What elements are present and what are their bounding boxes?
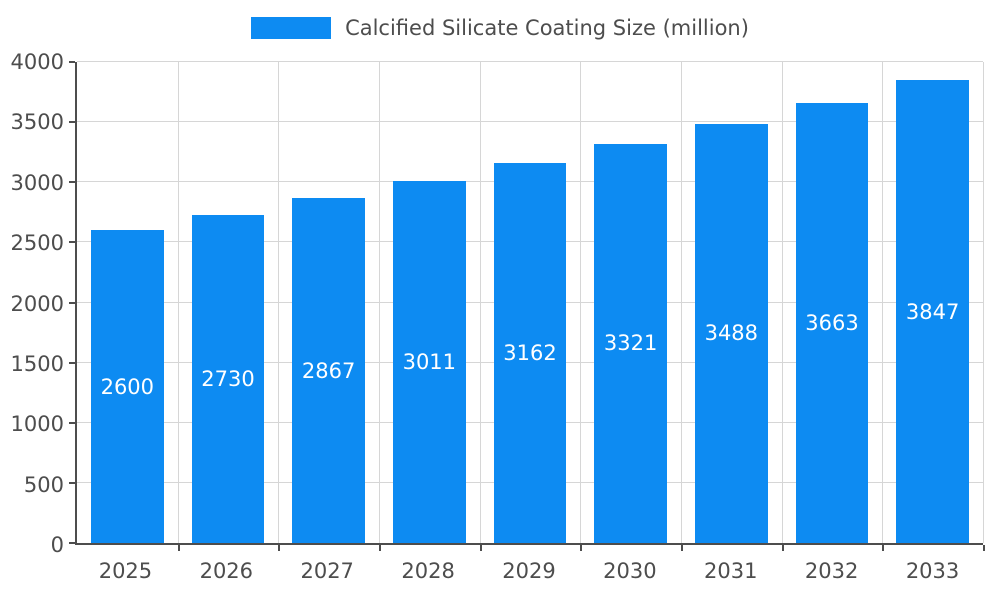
plot-area: 2600 2730 2867 3011 3162 3321 3488 3663 3847 bbox=[69, 61, 985, 551]
x-axis-tick-mark bbox=[882, 545, 885, 551]
vertical-gridline bbox=[278, 62, 280, 543]
horizontal-gridline bbox=[77, 61, 983, 62]
bar[interactable]: 3162 bbox=[493, 162, 567, 543]
vertical-gridline bbox=[177, 62, 179, 543]
bar[interactable]: 2730 bbox=[191, 214, 265, 543]
x-axis-label: 2026 bbox=[199, 559, 254, 583]
y-axis-tick-mark bbox=[69, 542, 75, 544]
bar-value-label: 2867 bbox=[301, 358, 356, 383]
x-axis-tick-mark bbox=[983, 545, 985, 551]
vertical-gridline bbox=[378, 62, 380, 543]
y-axis-tick-mark bbox=[69, 61, 75, 63]
y-axis-tick-mark bbox=[69, 301, 75, 304]
x-axis-label: 2031 bbox=[704, 559, 758, 583]
horizontal-gridline bbox=[77, 121, 983, 123]
x-axis-tick-mark bbox=[781, 545, 784, 551]
bar-value-label: 3663 bbox=[805, 310, 859, 335]
x-axis-label: 2027 bbox=[300, 559, 354, 583]
y-axis-tick-mark bbox=[69, 181, 75, 184]
bar[interactable]: 3011 bbox=[393, 180, 466, 543]
vertical-gridline bbox=[680, 62, 682, 543]
bar[interactable]: 2600 bbox=[91, 230, 164, 543]
y-axis-tick-label: 3500 bbox=[10, 110, 64, 135]
x-axis-label: 2032 bbox=[804, 559, 859, 583]
bar[interactable]: 3663 bbox=[795, 102, 869, 543]
x-axis-label: 2029 bbox=[502, 559, 556, 583]
y-axis-tick-label: 2000 bbox=[10, 291, 64, 316]
x-axis-label: 2030 bbox=[603, 559, 657, 583]
legend-swatch bbox=[251, 17, 332, 39]
y-axis-tick-label: 4000 bbox=[10, 50, 64, 74]
vertical-gridline bbox=[580, 62, 582, 543]
bar[interactable]: 3488 bbox=[695, 123, 768, 543]
x-axis-tick-mark bbox=[378, 545, 381, 551]
vertical-gridline bbox=[882, 62, 884, 543]
y-axis-tick-label: 2500 bbox=[10, 231, 64, 256]
y-axis-tick-label: 500 bbox=[23, 472, 64, 497]
x-axis-label: 2033 bbox=[905, 559, 960, 583]
bar-value-label: 3488 bbox=[704, 321, 759, 346]
x-axis-tick-mark bbox=[479, 545, 482, 551]
bar[interactable]: 2867 bbox=[292, 198, 365, 543]
x-axis-tick-mark bbox=[177, 545, 180, 551]
bar[interactable]: 3321 bbox=[594, 143, 667, 543]
vertical-gridline bbox=[781, 62, 783, 543]
legend-label: Calcified Silicate Coating Size (million… bbox=[345, 16, 749, 40]
y-axis-tick-mark bbox=[69, 121, 75, 124]
bar-value-label: 2730 bbox=[201, 366, 255, 391]
x-axis-label: 2028 bbox=[401, 559, 455, 583]
x-axis-tick-mark bbox=[278, 545, 281, 551]
y-axis-tick-label: 1000 bbox=[10, 412, 64, 437]
y-axis-tick-label: 0 bbox=[50, 533, 64, 557]
x-axis-tick-mark bbox=[580, 545, 583, 551]
bar-value-label: 3321 bbox=[603, 331, 658, 356]
y-axis-tick-mark bbox=[69, 421, 75, 424]
y-axis-tick-mark bbox=[69, 241, 75, 244]
bar-value-label: 3162 bbox=[503, 340, 557, 365]
bar-value-label: 2600 bbox=[100, 374, 155, 399]
vertical-gridline bbox=[479, 62, 481, 543]
y-axis-tick-label: 1500 bbox=[10, 351, 64, 376]
bar-value-label: 3847 bbox=[905, 299, 960, 324]
y-axis-tick-mark bbox=[69, 481, 75, 484]
y-axis-tick-mark bbox=[69, 361, 75, 364]
x-axis-label: 2025 bbox=[98, 559, 153, 583]
vertical-gridline bbox=[983, 62, 984, 543]
bar[interactable]: 3847 bbox=[896, 80, 969, 543]
x-axis: 2025 2026 2027 2028 2029 2030 2031 2032 2033 bbox=[75, 553, 983, 589]
x-axis-tick-mark bbox=[680, 545, 683, 551]
chart-legend[interactable]: Calcified Silicate Coating Size (million… bbox=[0, 16, 1000, 40]
bar-value-label: 3011 bbox=[402, 349, 457, 374]
y-axis-tick-label: 3000 bbox=[10, 170, 64, 195]
y-axis: 0 500 1000 1500 2000 2500 3000 3500 4000 bbox=[0, 50, 64, 557]
